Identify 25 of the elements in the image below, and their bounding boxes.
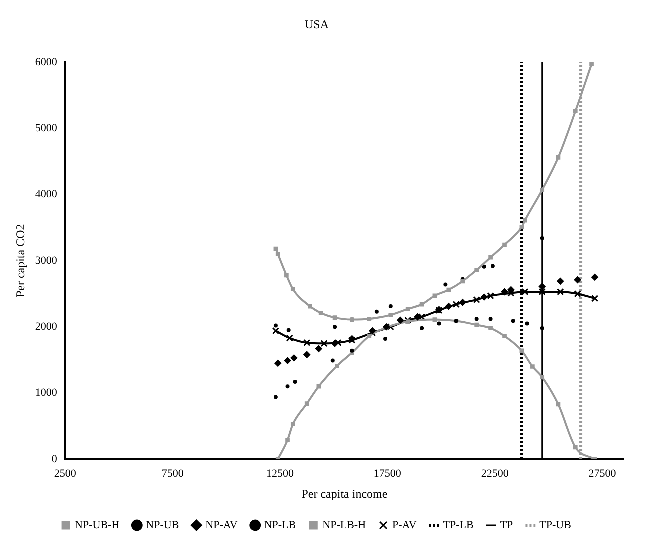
legend-label: TP-LB <box>443 519 474 532</box>
x-tick-label: 12500 <box>266 468 294 480</box>
y-tick-label: 1000 <box>35 387 58 400</box>
y-tick-label: 3000 <box>35 254 58 267</box>
legend-label: NP-UB <box>146 519 180 532</box>
y-tick-label: 0 <box>52 453 58 466</box>
y-tick-label: 6000 <box>35 56 58 68</box>
chart-title: USA <box>304 17 330 32</box>
y-tick-label: 4000 <box>35 188 58 201</box>
y-tick-label: 2000 <box>35 320 58 333</box>
legend-label: NP-AV <box>206 519 238 532</box>
legend-label: NP-LB <box>264 519 296 532</box>
x-tick-label: 2500 <box>54 468 77 480</box>
y-axis-title: Per capita CO2 <box>13 224 28 298</box>
x-tick-label: 22500 <box>481 468 510 480</box>
y-tick-label: 5000 <box>35 122 58 134</box>
legend-label: P-AV <box>392 519 417 532</box>
legend-label: TP <box>500 519 514 532</box>
x-tick-label: 27500 <box>588 468 617 480</box>
legend-label: NP-LB-H <box>322 519 366 532</box>
legend-label: TP-UB <box>540 519 572 532</box>
x-axis-title: Per capita income <box>302 486 388 501</box>
legend-label: NP-UB-H <box>75 519 120 532</box>
x-tick-label: 17500 <box>374 468 402 480</box>
x-tick-label: 7500 <box>162 468 184 480</box>
